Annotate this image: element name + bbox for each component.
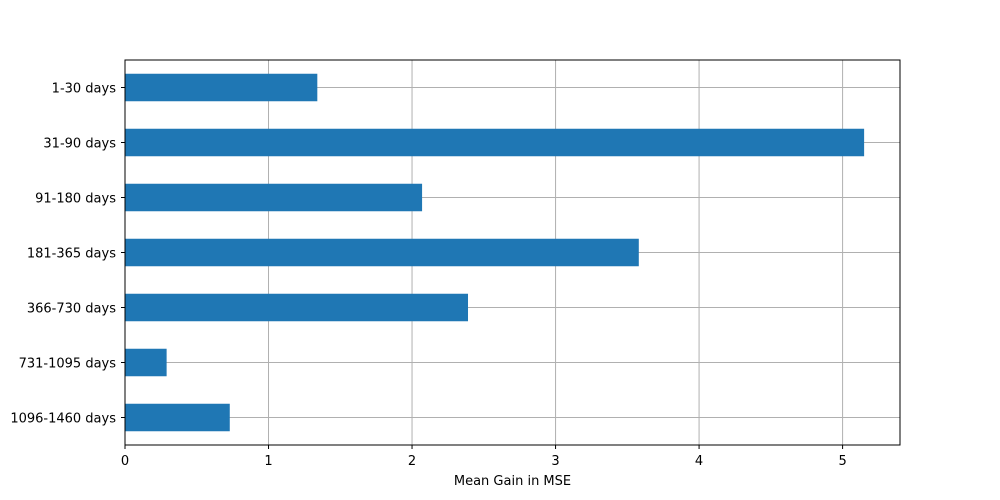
x-tick-label: 2 (408, 454, 416, 469)
y-tick-label: 31-90 days (43, 137, 116, 152)
y-tick-label: 181-365 days (27, 247, 116, 262)
y-tick-label: 91-180 days (35, 192, 116, 207)
ticks-layer: 0 1 2 3 4 5 1-30 days 31-90 days 91-180 days 181-… (10, 82, 846, 470)
bars-layer (125, 73, 865, 432)
bar (125, 403, 230, 432)
bar (125, 293, 469, 322)
y-tick-label: 731-1095 days (19, 357, 117, 372)
x-tick-label: 5 (838, 454, 846, 469)
x-tick-label: 0 (121, 454, 129, 469)
x-tick-label: 1 (264, 454, 272, 469)
x-tick-label: 3 (551, 454, 559, 469)
y-tick-label: 366-730 days (27, 302, 116, 317)
x-axis-label: Mean Gain in MSE (454, 474, 571, 489)
bar (125, 73, 318, 102)
bar (125, 238, 639, 267)
x-tick-label: 4 (695, 454, 703, 469)
bar (125, 348, 167, 377)
bar (125, 128, 865, 157)
y-tick-label: 1096-1460 days (10, 412, 116, 427)
bar (125, 183, 423, 212)
y-tick-label: 1-30 days (52, 82, 117, 97)
